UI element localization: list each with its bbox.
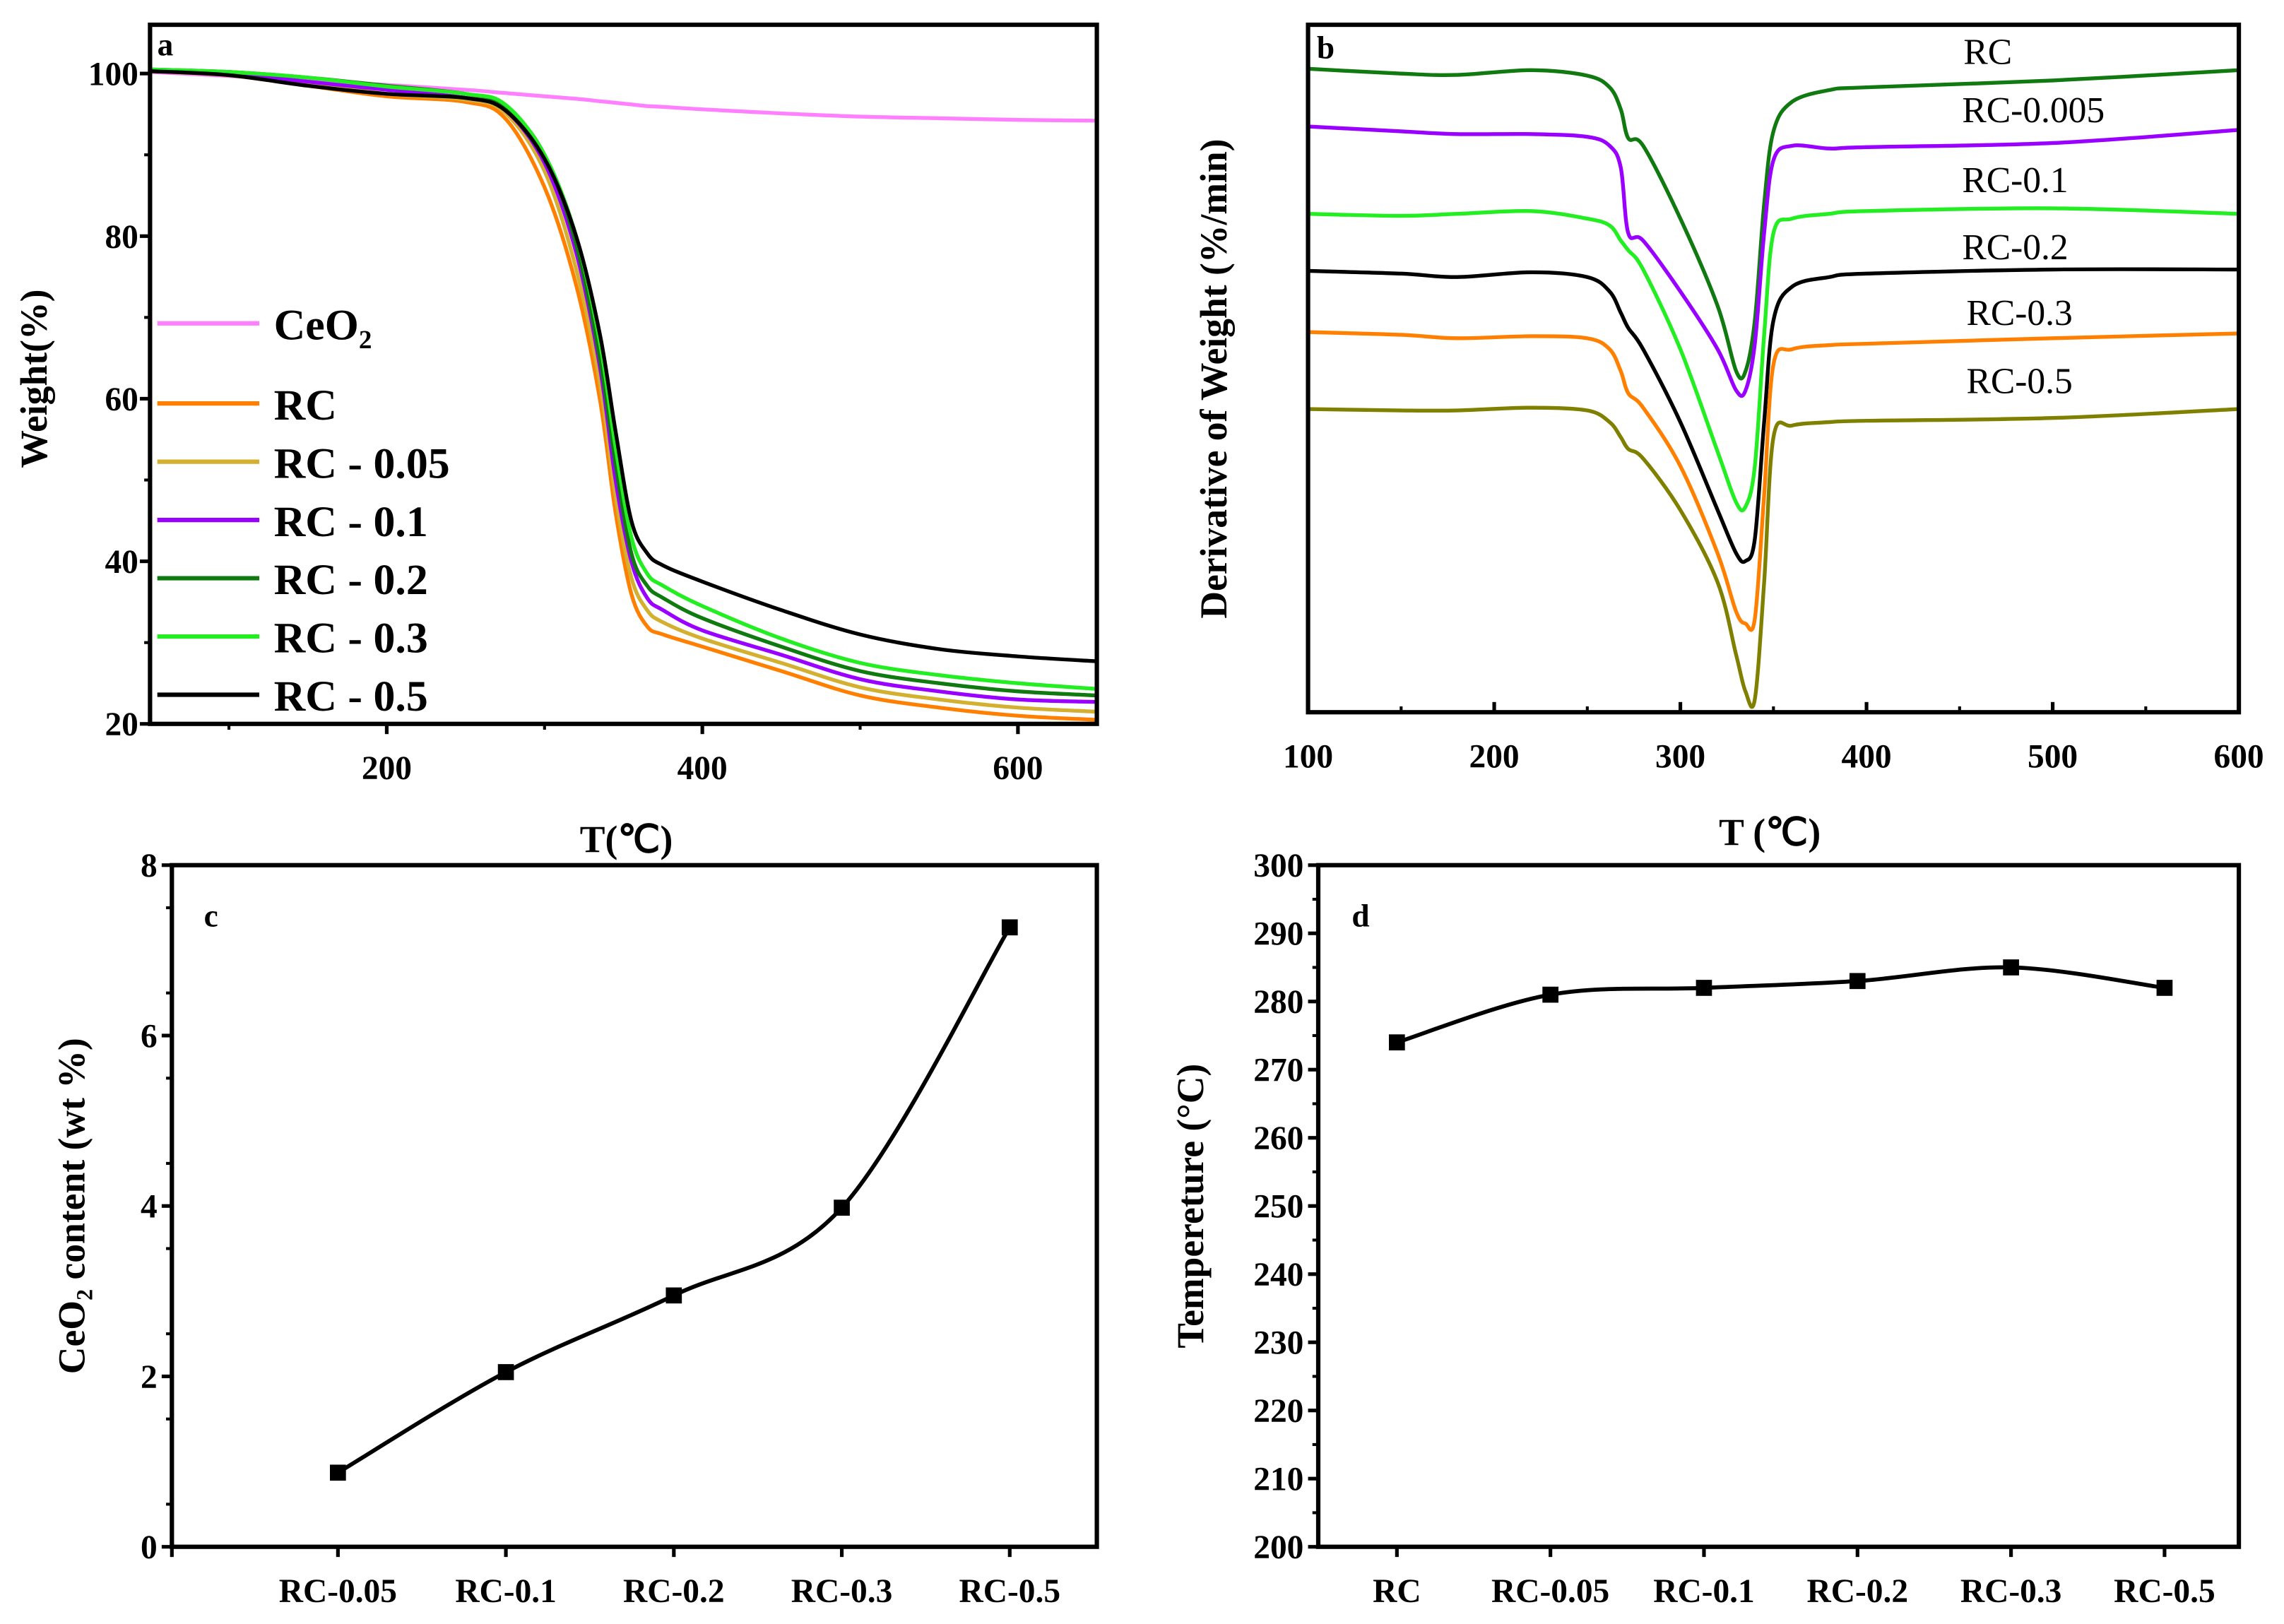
x-tick-label: RC-0.2 — [623, 1573, 725, 1610]
panel-c-ceo2-content: c CeO₂ content (wt %) 0 2 4 6 8 RC-0.05 RC-0.1… — [51, 848, 1099, 1610]
y-tick-label: 250 — [1253, 1189, 1303, 1226]
panel-label-d: d — [1351, 898, 1369, 933]
legend-label: RC - 0.3 — [274, 615, 428, 663]
series-line-rc02 — [1308, 267, 2239, 564]
panel-a-tga: a T(℃) Weight(%) 200 400 600 20 40 60 80 100 CeO… — [13, 22, 1099, 860]
x-tick-label: 500 — [2028, 739, 2078, 776]
panel-label-c: c — [204, 898, 218, 933]
y-tick-label: 4 — [141, 1189, 158, 1226]
data-point-marker — [2003, 959, 2019, 976]
series-line-rc0.3 — [150, 67, 1097, 691]
y-tick-label: 2 — [141, 1359, 158, 1396]
y-tick-label: 80 — [105, 219, 138, 256]
x-tick-label: 400 — [677, 750, 728, 787]
data-point-marker — [497, 1364, 514, 1380]
x-tick-label: 600 — [993, 750, 1043, 787]
panel-d-ylabel: Tempereture (°C) — [1169, 1064, 1212, 1349]
series-label: RC — [1963, 32, 2012, 73]
series-line-rc03 — [1308, 330, 2239, 632]
y-tick-label: 260 — [1253, 1120, 1303, 1157]
x-tick-label: RC-0.05 — [279, 1573, 397, 1610]
x-tick-label: RC-0.5 — [959, 1573, 1061, 1610]
series-label: RC-0.005 — [1962, 90, 2105, 131]
data-point-marker — [1696, 980, 1712, 996]
trend-line — [1396, 965, 2165, 1045]
data-point-marker — [1849, 973, 1866, 990]
panel-c-plot-frame — [170, 863, 1099, 1549]
legend-label: RC - 0.05 — [274, 439, 450, 487]
series-label: RC-0.3 — [1967, 293, 2073, 333]
series-line-rc0.5 — [150, 69, 1097, 663]
y-tick-label: 210 — [1253, 1462, 1303, 1498]
panel-label-a: a — [158, 27, 174, 62]
x-tick-label: RC-0.3 — [791, 1573, 893, 1610]
data-point-marker — [665, 1287, 682, 1304]
x-tick-label: 200 — [1469, 739, 1520, 776]
x-tick-label: RC — [1373, 1573, 1421, 1610]
x-tick-label: 200 — [362, 750, 412, 787]
series-line-rc01 — [1308, 206, 2239, 513]
legend-label: RC - 0.5 — [274, 672, 428, 721]
legend-label: RC - 0.2 — [274, 556, 428, 604]
x-tick-label: 400 — [1842, 739, 1892, 776]
y-tick-label: 40 — [105, 544, 138, 581]
y-tick-label: 0 — [141, 1529, 158, 1566]
y-tick-label: 280 — [1253, 984, 1303, 1021]
y-tick-label: 20 — [105, 706, 138, 743]
y-tick-label: 290 — [1253, 916, 1303, 953]
x-tick-label: 600 — [2214, 739, 2264, 776]
x-tick-label: RC-0.5 — [2114, 1573, 2215, 1610]
y-tick-label: 300 — [1253, 848, 1303, 884]
trend-line — [336, 926, 1012, 1475]
series-line-rc0.1 — [150, 69, 1097, 704]
x-tick-label: RC-0.2 — [1807, 1573, 1909, 1610]
y-tick-label: 6 — [141, 1018, 158, 1055]
legend-label: RC — [274, 381, 337, 429]
panel-a-ylabel: Weight(%) — [13, 290, 55, 468]
data-point-marker — [2156, 980, 2173, 996]
x-tick-label: RC-0.1 — [1653, 1573, 1755, 1610]
x-tick-label: RC-0.05 — [1491, 1573, 1609, 1610]
data-point-marker — [1001, 919, 1018, 936]
y-tick-label: 230 — [1253, 1325, 1303, 1362]
series-label: RC-0.5 — [1967, 362, 2073, 402]
panel-a-plot-frame — [148, 22, 1099, 726]
series-label: RC-0.1 — [1962, 160, 2068, 201]
panel-d-onset-temperature: d Tempereture (°C) 200 210 220 230 240 250 260… — [1169, 848, 2242, 1610]
panel-b-ylabel: Derivative of Weight (%/min) — [1193, 138, 1235, 618]
data-point-marker — [834, 1199, 850, 1216]
y-tick-label: 100 — [88, 57, 138, 93]
panel-c-ylabel: CeO₂ content (wt %) — [51, 1038, 93, 1374]
series-line-rc — [150, 67, 1097, 722]
data-point-marker — [1542, 986, 1558, 1003]
legend-label: RC - 0.1 — [274, 498, 428, 546]
x-tick-label: RC-0.3 — [1960, 1573, 2062, 1610]
y-tick-label: 270 — [1253, 1053, 1303, 1089]
y-tick-label: 8 — [141, 848, 158, 884]
series-line-rc — [1308, 66, 2239, 381]
x-tick-label: RC-0.1 — [455, 1573, 557, 1610]
series-line-rc0005 — [1308, 124, 2239, 398]
panel-b-xlabel: T (℃) — [1719, 811, 1821, 853]
data-point-marker — [1388, 1034, 1405, 1050]
series-label: RC-0.2 — [1962, 227, 2068, 268]
y-tick-label: 60 — [105, 381, 138, 418]
panel-b-plot-frame — [1306, 22, 2242, 715]
x-tick-label: 300 — [1655, 739, 1705, 776]
x-tick-label: 100 — [1283, 739, 1333, 776]
legend-label: CeO₂ — [274, 301, 372, 349]
y-tick-label: 200 — [1253, 1529, 1303, 1566]
y-tick-label: 240 — [1253, 1257, 1303, 1293]
data-point-marker — [330, 1464, 346, 1481]
panel-label-b: b — [1317, 30, 1335, 65]
panel-d-plot-frame — [1315, 863, 2242, 1549]
y-tick-label: 220 — [1253, 1393, 1303, 1430]
panel-a-xlabel: T(℃) — [580, 818, 673, 860]
series-line-rc05 — [1308, 405, 2239, 709]
panel-b-dtg: b T (℃) Derivative of Weight (%/min) 100… — [1193, 22, 2264, 853]
